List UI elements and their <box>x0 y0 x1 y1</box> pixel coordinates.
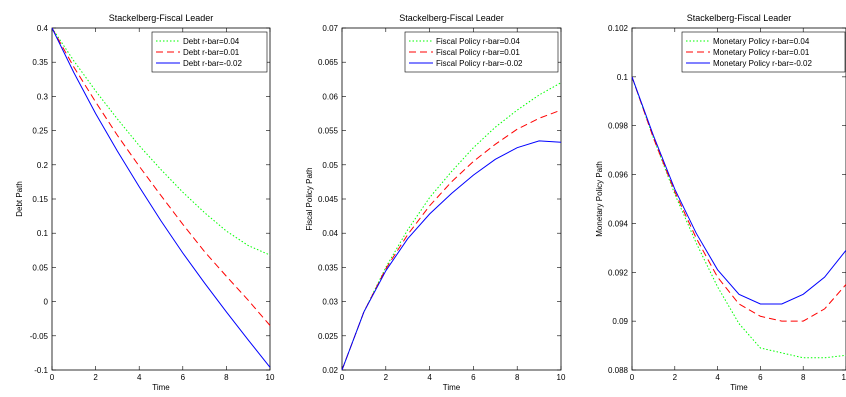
x-tick-label: 2 <box>673 373 678 382</box>
y-tick-label: 0.09 <box>612 317 628 326</box>
y-tick-label: 0.03 <box>322 298 338 307</box>
y-tick-label: 0.06 <box>322 92 338 101</box>
x-tick-label: 8 <box>801 373 806 382</box>
y-tick-label: 0.055 <box>318 127 339 136</box>
series-line-1 <box>51 27 271 256</box>
y-tick-label: 0.094 <box>608 219 629 228</box>
y-tick-label: 0.025 <box>318 332 339 341</box>
series-line-3 <box>341 140 562 371</box>
y-tick-label: 0.1 <box>37 229 49 238</box>
x-tick-label: 6 <box>181 373 186 382</box>
legend-entry: Fiscal Policy r-bar=-0.02 <box>436 59 523 68</box>
chart-panel-2: Stackelberg-Fiscal Leader 0 2 4 6 8 10 0.07 0.06… <box>305 13 566 392</box>
y-tick-label: 0.35 <box>32 58 48 67</box>
legend-entry: Fiscal Policy r-bar=0.01 <box>436 48 520 57</box>
plot-area <box>631 27 846 371</box>
y-tick-label: 0.088 <box>608 366 629 375</box>
x-tick-label: 2 <box>93 373 98 382</box>
plot-area <box>51 27 271 371</box>
chart-title: Stackelberg-Fiscal Leader <box>109 13 214 23</box>
y-tick-label: 0.035 <box>318 263 339 272</box>
y-tick-label: 0.065 <box>318 58 339 67</box>
x-tick-label: 2 <box>384 373 389 382</box>
x-axis-label: Time <box>730 383 748 392</box>
y-tick-label: 0.15 <box>32 195 48 204</box>
x-tick-label: 4 <box>715 373 720 382</box>
plot-area <box>341 27 562 371</box>
x-tick-label: 10 <box>266 373 275 382</box>
y-tick-label: 0.096 <box>608 171 629 180</box>
series-line-2 <box>51 27 271 326</box>
x-axis-label: Time <box>152 383 170 392</box>
y-axis-label: Debt Path <box>15 181 24 217</box>
legend-entry: Fiscal Policy r-bar=0.04 <box>436 37 520 46</box>
y-tick-label: 0.07 <box>322 24 338 33</box>
legend: Fiscal Policy r-bar=0.04 Fiscal Policy r-… <box>404 31 559 73</box>
y-tick-label: 0.25 <box>32 127 48 136</box>
series-line-3 <box>631 76 846 305</box>
legend-entry: Debt r-bar=0.01 <box>183 48 240 57</box>
y-tick-label: 0 <box>44 298 49 307</box>
y-axis-label: Fiscal Policy Path <box>305 167 314 230</box>
legend-entry: Monetary Policy r-bar=0.01 <box>713 48 810 57</box>
y-tick-label: 0.045 <box>318 195 339 204</box>
x-tick-label: 8 <box>515 373 520 382</box>
y-tick-label: 0.04 <box>322 229 338 238</box>
y-tick-label: 0.02 <box>322 366 338 375</box>
y-tick-label: 0.2 <box>37 161 49 170</box>
x-tick-label: 6 <box>471 373 476 382</box>
chart-title: Stackelberg-Fiscal Leader <box>399 13 504 23</box>
x-tick-label: 10 <box>842 373 846 382</box>
series-line-3 <box>51 27 271 368</box>
legend-entry: Debt r-bar=0.04 <box>183 37 240 46</box>
chart-panel-1: Stackelberg-Fiscal Leader 0 2 4 6 8 10 0.4 0.35 0… <box>15 13 275 392</box>
y-tick-label: 0.098 <box>608 122 629 131</box>
legend-entry: Monetary Policy r-bar=-0.02 <box>713 59 812 68</box>
y-tick-label: 0.102 <box>608 24 629 33</box>
y-tick-label: -0.05 <box>30 332 49 341</box>
x-tick-label: 4 <box>137 373 142 382</box>
y-tick-label: 0.4 <box>37 24 49 33</box>
legend-entry: Monetary Policy r-bar=0.04 <box>713 37 810 46</box>
legend-box <box>404 31 559 73</box>
x-tick-label: 0 <box>630 373 635 382</box>
x-tick-label: 10 <box>557 373 566 382</box>
series-line-1 <box>341 82 562 371</box>
x-tick-label: 4 <box>427 373 432 382</box>
series-line-2 <box>631 76 846 322</box>
x-axis-label: Time <box>443 383 461 392</box>
legend-entry: Debt r-bar=-0.02 <box>183 59 242 68</box>
y-tick-label: 0.05 <box>322 161 338 170</box>
y-tick-label: 0.05 <box>32 263 48 272</box>
legend: Monetary Policy r-bar=0.04 Monetary Polic… <box>681 31 846 73</box>
series-line-2 <box>341 109 562 371</box>
y-tick-label: 0.1 <box>617 73 629 82</box>
y-tick-label: 0.092 <box>608 268 629 277</box>
legend: Debt r-bar=0.04 Debt r-bar=0.01 Debt r-bar… <box>151 31 268 73</box>
chart-panel-3: Stackelberg-Fiscal Leader 0 2 4 6 8 10 0.102 0.1… <box>595 13 846 392</box>
x-tick-label: 0 <box>50 373 55 382</box>
y-axis-label: Monetary Policy Path <box>595 161 604 237</box>
y-tick-label: -0.1 <box>34 366 48 375</box>
x-tick-label: 8 <box>224 373 229 382</box>
x-tick-label: 0 <box>340 373 345 382</box>
x-tick-label: 6 <box>758 373 763 382</box>
chart-title: Stackelberg-Fiscal Leader <box>687 13 792 23</box>
y-tick-label: 0.3 <box>37 92 49 101</box>
